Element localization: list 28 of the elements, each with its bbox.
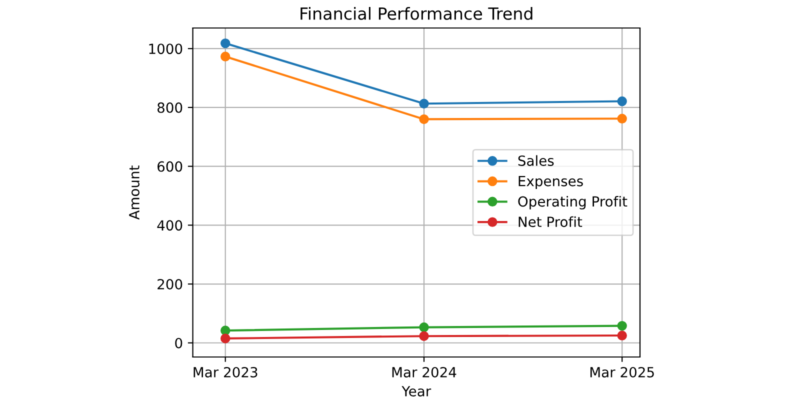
x-axis-title: Year bbox=[402, 386, 432, 396]
point bbox=[419, 322, 429, 332]
point bbox=[220, 52, 230, 62]
chart-title: Financial Performance Trend bbox=[300, 7, 532, 20]
point bbox=[220, 38, 230, 48]
legend-label: Expenses bbox=[518, 176, 583, 190]
y-tick-label: 0 bbox=[175, 338, 182, 348]
point bbox=[617, 330, 627, 340]
y-tick-label: 800 bbox=[158, 102, 182, 113]
x-tick-label: Mar 2024 bbox=[392, 366, 456, 378]
y-axis-title: Amount bbox=[129, 166, 140, 220]
point bbox=[617, 96, 627, 106]
x-tick-label: Mar 2025 bbox=[590, 366, 654, 378]
y-tick-label: 1000 bbox=[149, 44, 182, 54]
legend-label: Net Profit bbox=[518, 216, 582, 228]
legend-label: Sales bbox=[518, 155, 554, 166]
x-tick-label: Mar 2023 bbox=[194, 366, 258, 378]
point bbox=[220, 326, 230, 336]
point bbox=[419, 331, 429, 341]
y-tick-label: 600 bbox=[158, 161, 182, 172]
point bbox=[220, 334, 230, 344]
y-tick-label: 400 bbox=[157, 220, 182, 231]
point bbox=[419, 98, 429, 108]
legend-label: Operating Profit bbox=[518, 196, 628, 210]
point bbox=[617, 114, 627, 124]
y-tick-label: 200 bbox=[158, 278, 182, 290]
point bbox=[617, 320, 627, 331]
point bbox=[419, 114, 429, 124]
